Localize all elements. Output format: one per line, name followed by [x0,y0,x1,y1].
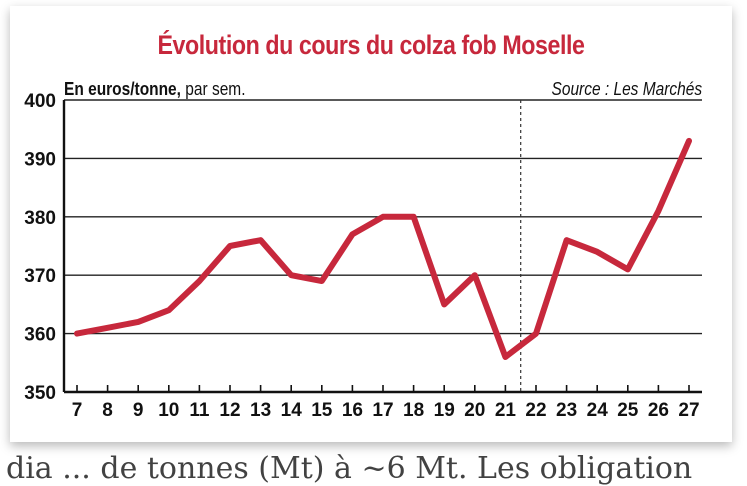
x-tick-label-24: 24 [587,400,609,421]
x-tick-label-9: 9 [133,400,144,421]
x-tick-label-16: 16 [342,400,363,421]
x-tick-label-25: 25 [617,400,639,421]
source-label: Source : Les Marchés [551,79,702,99]
price-series-line [74,137,692,360]
y-tick-label-350: 350 [24,383,56,404]
y-tick-label-370: 370 [24,266,56,287]
x-tick-label-7: 7 [72,400,83,421]
x-tick-label-21: 21 [495,400,517,421]
y-unit-rest: par sem. [180,79,246,99]
x-tick-label-15: 15 [311,400,333,421]
chart-title: Évolution du cours du colza fob Moselle [157,30,585,60]
x-tick-label-14: 14 [281,400,303,421]
clipped-page-text: dia ... de tonnes (Mt) à ~6 Mt. Les obli… [6,451,693,486]
x-tick-label-10: 10 [158,400,179,421]
x-tick-label-23: 23 [556,400,577,421]
x-tick-label-22: 22 [525,400,546,421]
x-tick-label-11: 11 [189,400,210,421]
y-unit-bold: En euros/tonne, [64,79,181,99]
x-tick-label-20: 20 [464,400,485,421]
x-tick-label-26: 26 [648,400,669,421]
y-tick-label-400: 400 [24,91,56,112]
x-tick-label-13: 13 [250,400,271,421]
x-tick-label-18: 18 [403,400,424,421]
x-tick-label-19: 19 [434,400,455,421]
x-tick-label-27: 27 [678,400,699,421]
y-tick-label-380: 380 [24,208,56,229]
x-tick-label-17: 17 [372,400,393,421]
x-tick-label-12: 12 [219,400,240,421]
y-unit-label: En euros/tonne, par sem. [64,79,246,100]
y-tick-label-390: 390 [24,149,56,170]
y-tick-label-360: 360 [24,325,56,346]
x-tick-label-8: 8 [102,400,113,421]
